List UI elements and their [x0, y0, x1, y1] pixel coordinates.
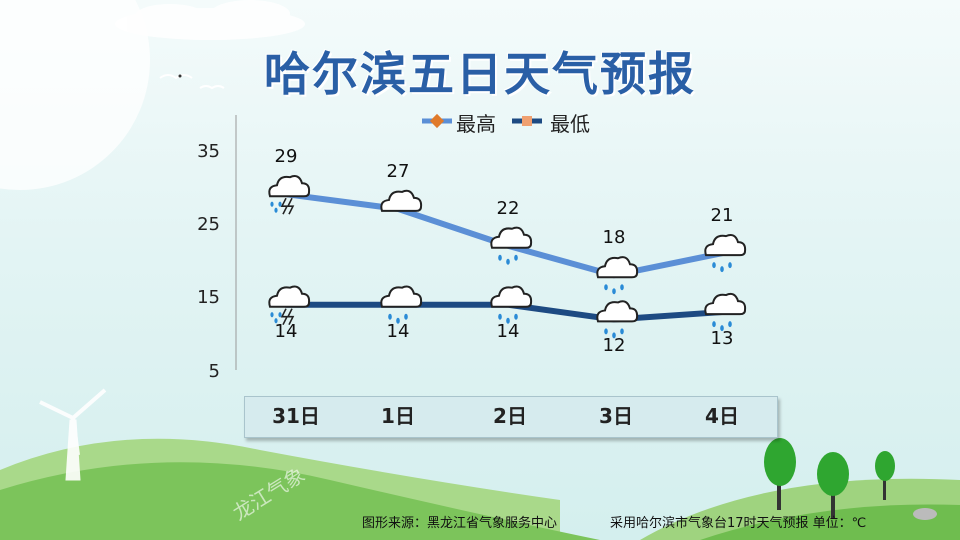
- raindrop: [604, 284, 608, 291]
- raindrop: [612, 288, 616, 295]
- hill-left-front: [0, 462, 600, 540]
- lightning-bolt: [286, 197, 295, 215]
- cloud-shape: [268, 175, 311, 198]
- y-tick-label: 5: [208, 361, 220, 382]
- raindrop: [620, 328, 624, 335]
- cloud-shape: [490, 285, 533, 308]
- page-title: 哈尔滨五日天气预报: [264, 47, 696, 101]
- cloud-decoration: [115, 0, 305, 40]
- rain-cloud-icon: [704, 234, 747, 273]
- raindrop: [274, 207, 278, 213]
- windmill-decoration: [39, 388, 107, 481]
- raindrop: [712, 262, 716, 269]
- x-tick-label: 3日: [599, 404, 633, 428]
- cloud-shape: [490, 226, 533, 249]
- footer-note: 采用哈尔滨市气象台17时天气预报 单位：℃: [610, 516, 867, 531]
- thunderstorm-icon: [268, 285, 311, 326]
- data-label-high: 21: [710, 205, 734, 227]
- rain-cloud-icon: [380, 285, 423, 324]
- raindrop: [498, 254, 502, 261]
- cloud-shape: [380, 189, 423, 212]
- legend-label-high: 最高: [456, 112, 496, 136]
- bird-dot: [178, 74, 182, 78]
- legend-marker-low: [512, 116, 542, 126]
- y-tick-label: 15: [197, 287, 220, 308]
- x-tick-label: 31日: [272, 404, 320, 428]
- cloud-shape: [704, 234, 747, 257]
- legend-item-high: 最高: [456, 108, 496, 137]
- rain-cloud-icon: [704, 292, 747, 332]
- chart-legend: 最高 最低: [420, 108, 590, 137]
- raindrop: [388, 313, 392, 320]
- cloud-shape: [704, 292, 747, 316]
- data-label-high: 22: [496, 197, 520, 219]
- cloud-icon: [380, 189, 423, 212]
- y-tick-label: 25: [197, 214, 220, 235]
- raindrop: [612, 332, 616, 339]
- data-label-low: 14: [274, 320, 298, 342]
- x-axis-band: [244, 396, 778, 438]
- raindrop: [720, 325, 724, 332]
- rain-cloud-icon: [596, 256, 639, 295]
- y-tick-label: 35: [197, 141, 220, 162]
- chart-plot-area: [268, 175, 747, 339]
- lightning-bolt: [280, 197, 289, 215]
- thunderstorm-icon: [268, 175, 311, 215]
- rain-cloud-icon: [490, 285, 533, 324]
- raindrop: [720, 266, 724, 273]
- raindrop: [620, 284, 624, 291]
- birds-decoration: [159, 74, 225, 90]
- raindrop: [728, 321, 732, 328]
- lightning-bolt: [286, 308, 295, 326]
- raindrop: [728, 262, 732, 269]
- raindrop: [278, 312, 282, 318]
- cloud-shape: [268, 285, 311, 308]
- legend-marker-high: [422, 113, 452, 129]
- raindrop: [404, 313, 408, 320]
- data-label-low: 13: [710, 328, 734, 350]
- lightning-bolt: [280, 308, 289, 326]
- legend-label-low: 最低: [550, 112, 590, 136]
- raindrop: [278, 201, 282, 207]
- x-tick-label: 4日: [705, 404, 739, 428]
- raindrop: [274, 318, 278, 324]
- cloud-shape: [596, 300, 639, 323]
- rain-cloud-icon: [596, 300, 639, 339]
- cloud-shape: [380, 285, 423, 308]
- raindrop: [506, 317, 510, 324]
- data-label-low: 14: [386, 320, 410, 342]
- legend-item-low: 最低: [550, 108, 590, 137]
- cloud-shape: [596, 256, 639, 279]
- data-label-high: 29: [274, 146, 298, 168]
- raindrop: [514, 313, 518, 320]
- x-tick-label: 2日: [493, 404, 527, 428]
- data-label-high: 18: [602, 227, 626, 249]
- raindrop: [270, 312, 274, 318]
- rain-cloud-icon: [490, 226, 533, 265]
- raindrop: [498, 313, 502, 320]
- x-tick-label: 1日: [381, 404, 415, 428]
- raindrop: [604, 328, 608, 335]
- raindrop: [396, 317, 400, 324]
- raindrop: [270, 201, 274, 207]
- hill-right-front: [700, 504, 960, 540]
- footer-source: 图形来源：黑龙江省气象服务中心: [362, 516, 558, 531]
- raindrop: [514, 254, 518, 261]
- data-label-low: 12: [602, 335, 626, 357]
- raindrop: [712, 321, 716, 328]
- data-label-low: 14: [496, 320, 520, 342]
- trees-decoration: [764, 438, 937, 520]
- raindrop: [506, 258, 510, 265]
- data-label-high: 27: [386, 160, 410, 182]
- sun-glow: [0, 0, 150, 190]
